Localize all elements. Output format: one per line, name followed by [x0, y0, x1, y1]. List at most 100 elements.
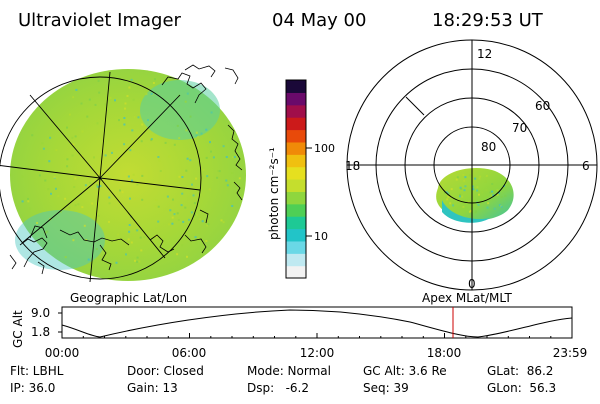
speckle [96, 184, 98, 187]
colorbar-unit-label: photon cm⁻²s⁻¹ [267, 147, 281, 240]
speckle [171, 222, 174, 225]
oval-speckle [490, 194, 493, 197]
speckle [180, 204, 183, 207]
speckle [192, 194, 195, 197]
speckle [121, 191, 124, 194]
speckle [131, 129, 134, 132]
xtick-1800: 18:00 [427, 346, 462, 360]
speckle [68, 206, 71, 209]
speckle [124, 107, 126, 110]
speckle [157, 156, 160, 158]
xtick-0600: 06:00 [172, 346, 207, 360]
speckle [77, 203, 80, 206]
speckle [108, 196, 111, 199]
speckle [129, 209, 132, 212]
speckle [130, 241, 133, 244]
speckle [201, 220, 204, 223]
oval-speckle [491, 183, 494, 185]
info-seq: Seq: 39 [363, 381, 409, 395]
oval-speckle [491, 190, 494, 193]
speckle [193, 213, 196, 216]
oval-speckle [459, 193, 462, 196]
right-panel-label: Apex MLat/MLT [422, 291, 512, 305]
mlat-60-label: 60 [535, 99, 550, 113]
oval-speckle [462, 174, 465, 176]
oval-speckle [449, 202, 452, 205]
speckle [143, 236, 146, 239]
colorbar-segment [286, 92, 306, 106]
speckle [55, 187, 57, 190]
speckle [108, 220, 110, 223]
speckle [71, 136, 74, 139]
speckle [128, 83, 131, 86]
speckle [134, 259, 136, 262]
speckle [155, 199, 158, 201]
speckle [206, 175, 209, 178]
speckle [117, 233, 120, 236]
speckle [118, 119, 120, 122]
oval-speckle [456, 176, 459, 179]
speckle [166, 195, 169, 198]
speckle [132, 173, 135, 176]
oval-speckle [496, 189, 499, 192]
speckle [107, 138, 110, 141]
speckle [129, 79, 132, 82]
speckle [95, 248, 98, 250]
speckle [102, 175, 105, 178]
speckle [206, 224, 209, 227]
oval-speckle [479, 175, 482, 178]
speckle [127, 175, 130, 178]
speckle [97, 79, 100, 82]
oval-speckle [486, 206, 489, 209]
speckle [29, 207, 32, 210]
speckle [195, 131, 198, 134]
info-door: Door: Closed [127, 364, 204, 378]
speckle [128, 86, 131, 89]
speckle [186, 255, 188, 258]
oval-speckle [478, 193, 480, 196]
xtick-1200: 12:00 [300, 346, 335, 360]
speckle [128, 230, 131, 233]
speckle [141, 123, 144, 126]
speckle [145, 93, 148, 96]
oval-speckle [444, 191, 447, 194]
speckle [189, 159, 192, 162]
speckle [216, 176, 219, 179]
oval-speckle [471, 185, 474, 188]
speckle [233, 156, 236, 158]
colorbar-segment [286, 117, 306, 131]
speckle [141, 174, 144, 177]
speckle [133, 116, 136, 118]
speckle [184, 206, 187, 209]
speckle [21, 200, 24, 203]
speckle [36, 222, 39, 224]
speckle [205, 156, 208, 159]
speckle [195, 134, 198, 137]
speckle [199, 218, 202, 221]
speckle [231, 156, 234, 159]
speckle [175, 179, 178, 182]
speckle [177, 218, 180, 221]
speckle [189, 115, 192, 118]
speckle [171, 216, 174, 219]
speckle [178, 175, 181, 178]
speckle [125, 253, 127, 256]
speckle [41, 142, 44, 145]
speckle [111, 151, 113, 154]
speckle [114, 99, 116, 102]
speckle [140, 249, 143, 252]
speckle [169, 248, 172, 251]
polar-grid [346, 39, 598, 291]
colorbar-segment [286, 154, 306, 168]
speckle [94, 103, 97, 106]
disk-limb-glow-lower [15, 210, 105, 270]
speckle [200, 132, 203, 135]
oval-speckle [464, 176, 467, 179]
speckle [129, 149, 132, 152]
speckle [181, 244, 184, 247]
speckle [157, 205, 160, 208]
speckle [66, 126, 68, 129]
speckle [98, 91, 101, 94]
speckle [168, 223, 170, 226]
speckle [104, 154, 107, 157]
